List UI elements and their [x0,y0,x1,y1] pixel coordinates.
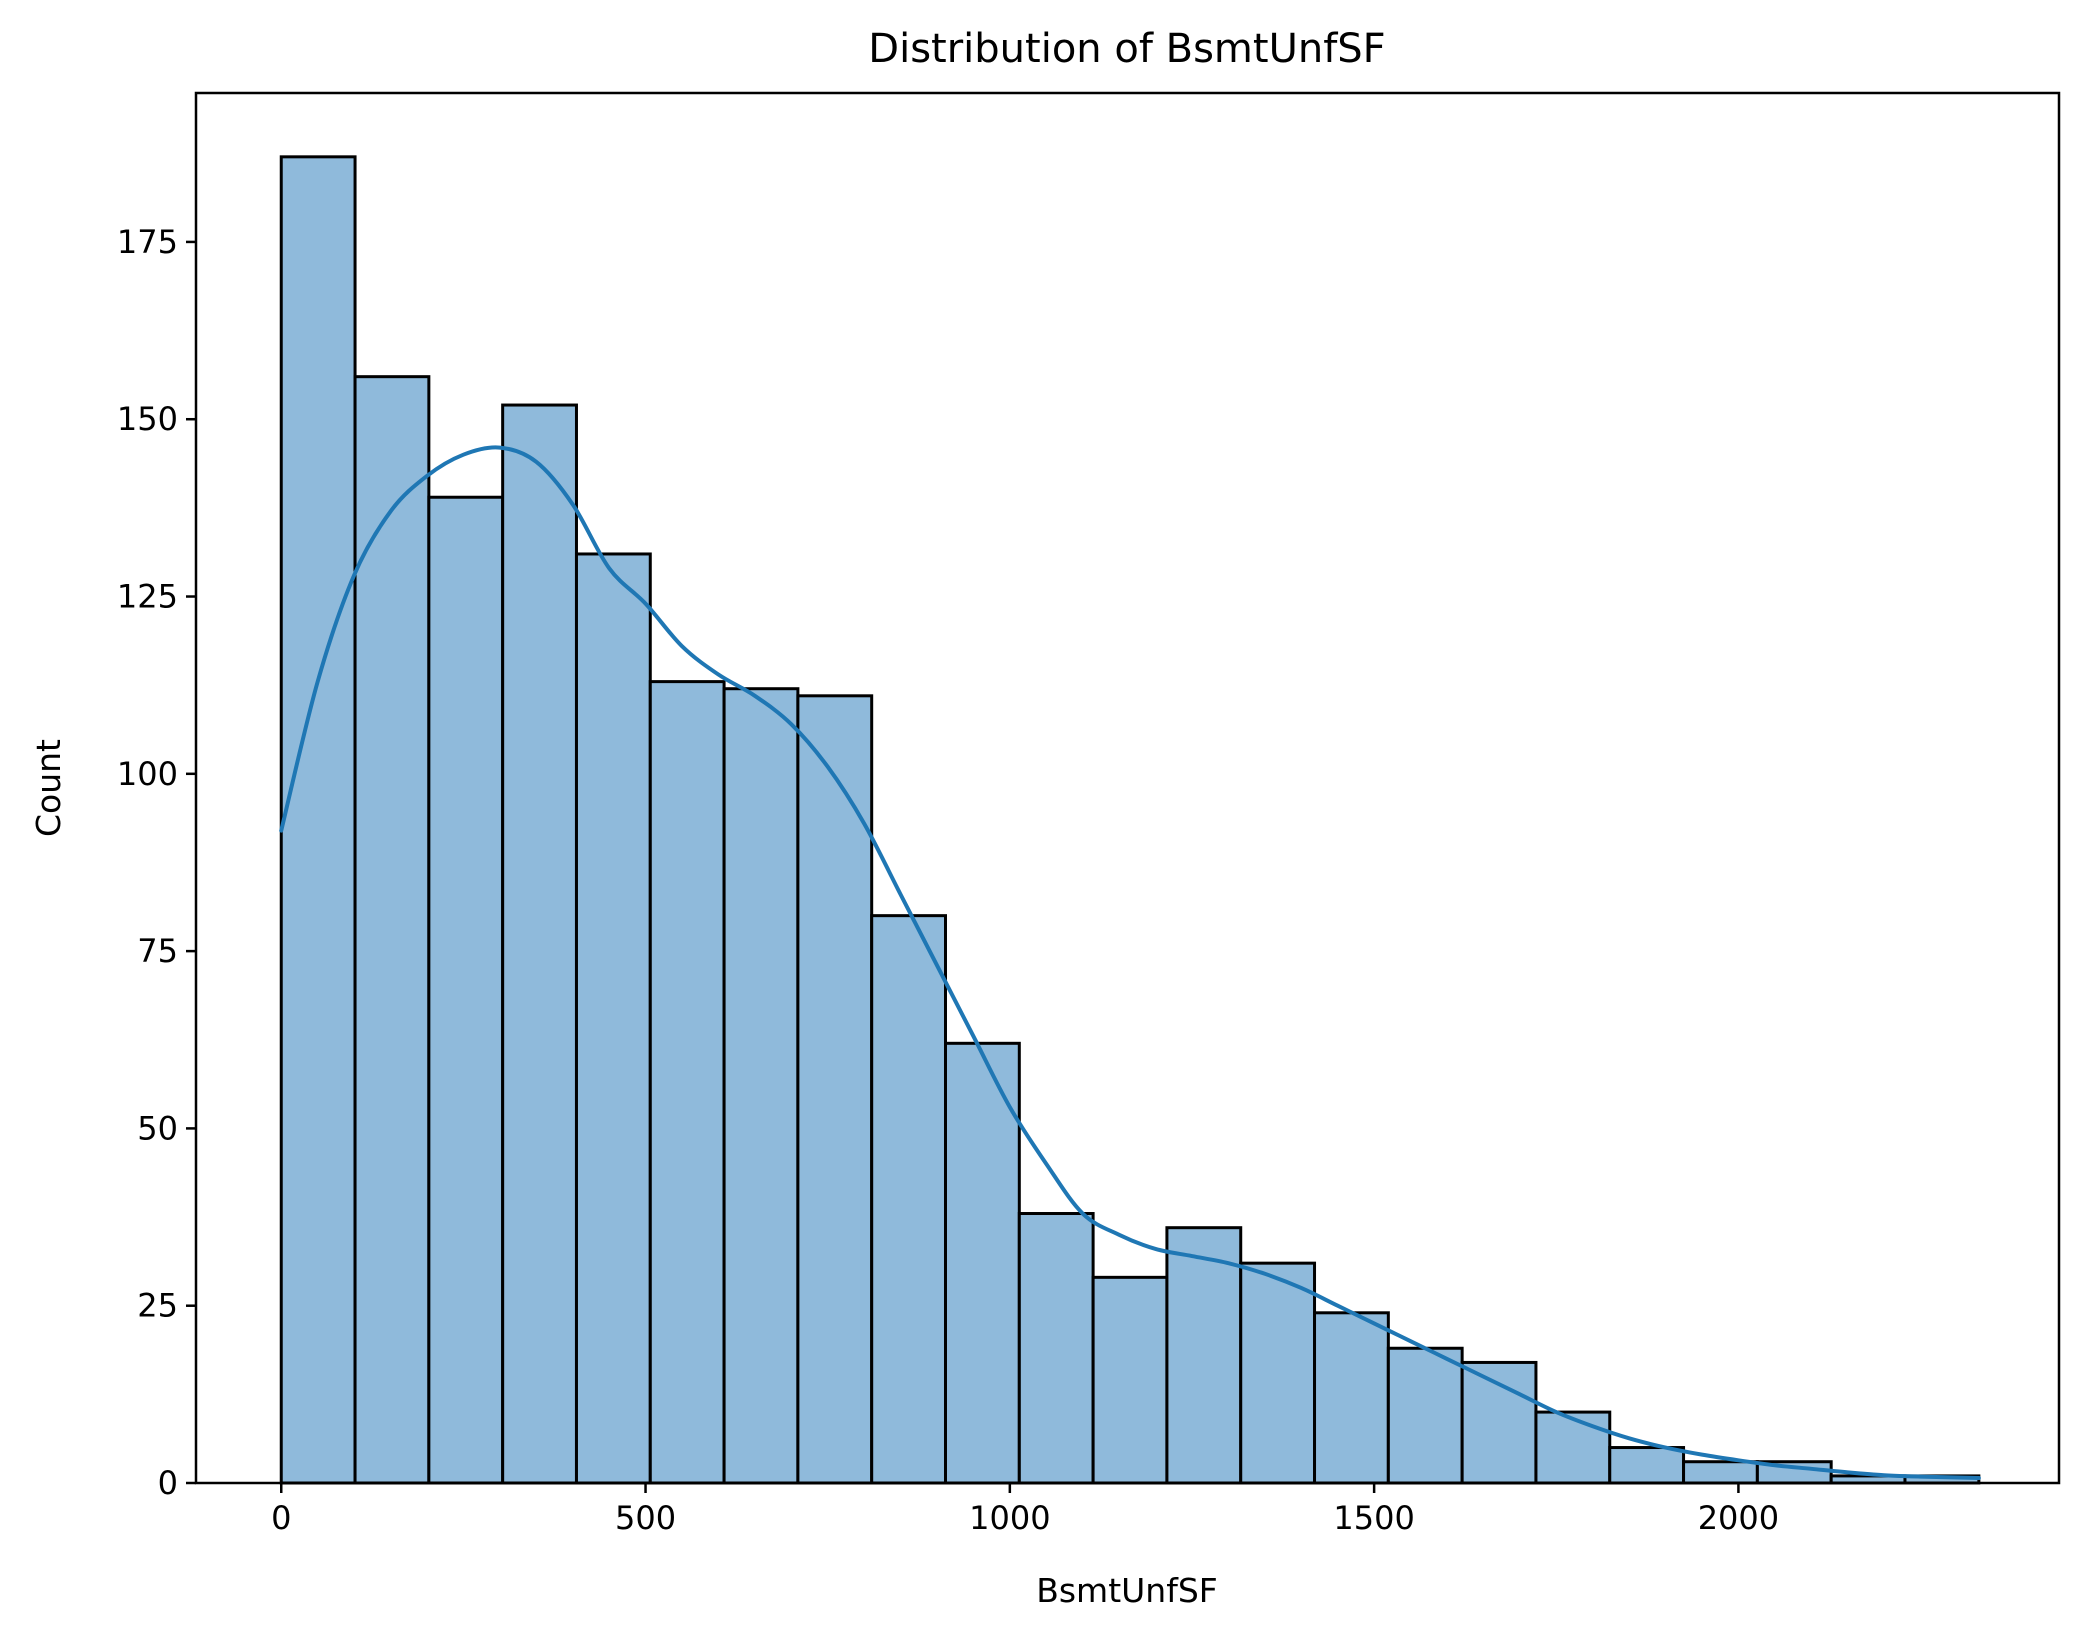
histogram-bar [722,687,800,1485]
y-tick-label: 50 [137,1109,178,1147]
x-tick-label: 1000 [969,1499,1050,1537]
histogram-bar [574,552,652,1485]
histogram-bar [353,375,431,1485]
histogram-bar [943,1041,1021,1485]
x-axis-label: BsmtUnfSF [1036,1571,1218,1610]
histogram-bar [501,403,578,1485]
bars-group [279,155,1981,1485]
histogram-bar [648,680,726,1485]
y-tick-label: 125 [117,578,178,616]
histogram-bar [279,155,357,1485]
x-tick-label: 1500 [1333,1499,1414,1537]
y-tick-label: 175 [117,223,178,261]
histogram-bar [1386,1346,1464,1485]
y-tick-label: 100 [117,755,178,793]
x-tick-label: 0 [271,1499,291,1537]
histogram-bar [1608,1446,1686,1485]
histogram-bar [870,914,947,1485]
histogram-bar [1534,1410,1612,1485]
y-axis-label: Count [29,739,68,837]
histogram-bar [1165,1226,1243,1485]
y-tick-label: 0 [158,1464,178,1502]
histogram-bar [1313,1311,1390,1485]
chart-title: Distribution of BsmtUnfSF [868,26,1385,72]
x-tick-label: 2000 [1698,1499,1779,1537]
y-axis-ticks: 0 25 50 75 100 125 150 175 [117,223,196,1502]
histogram-bar [1460,1360,1538,1485]
y-tick-label: 75 [137,932,178,970]
histogram-bar [427,495,505,1485]
x-axis-ticks: 0 500 1000 1500 2000 [271,1483,1779,1537]
histogram-bar [796,694,874,1485]
kde-curve [279,445,1981,1481]
y-tick-label: 150 [117,400,178,438]
histogram-bar [1682,1460,1759,1485]
histogram-bar [1239,1261,1317,1485]
y-tick-label: 25 [137,1287,178,1325]
histogram-bar [1017,1212,1095,1485]
plot-frame [194,91,2061,1485]
x-tick-label: 500 [615,1499,676,1537]
histogram-bar [1091,1275,1169,1485]
